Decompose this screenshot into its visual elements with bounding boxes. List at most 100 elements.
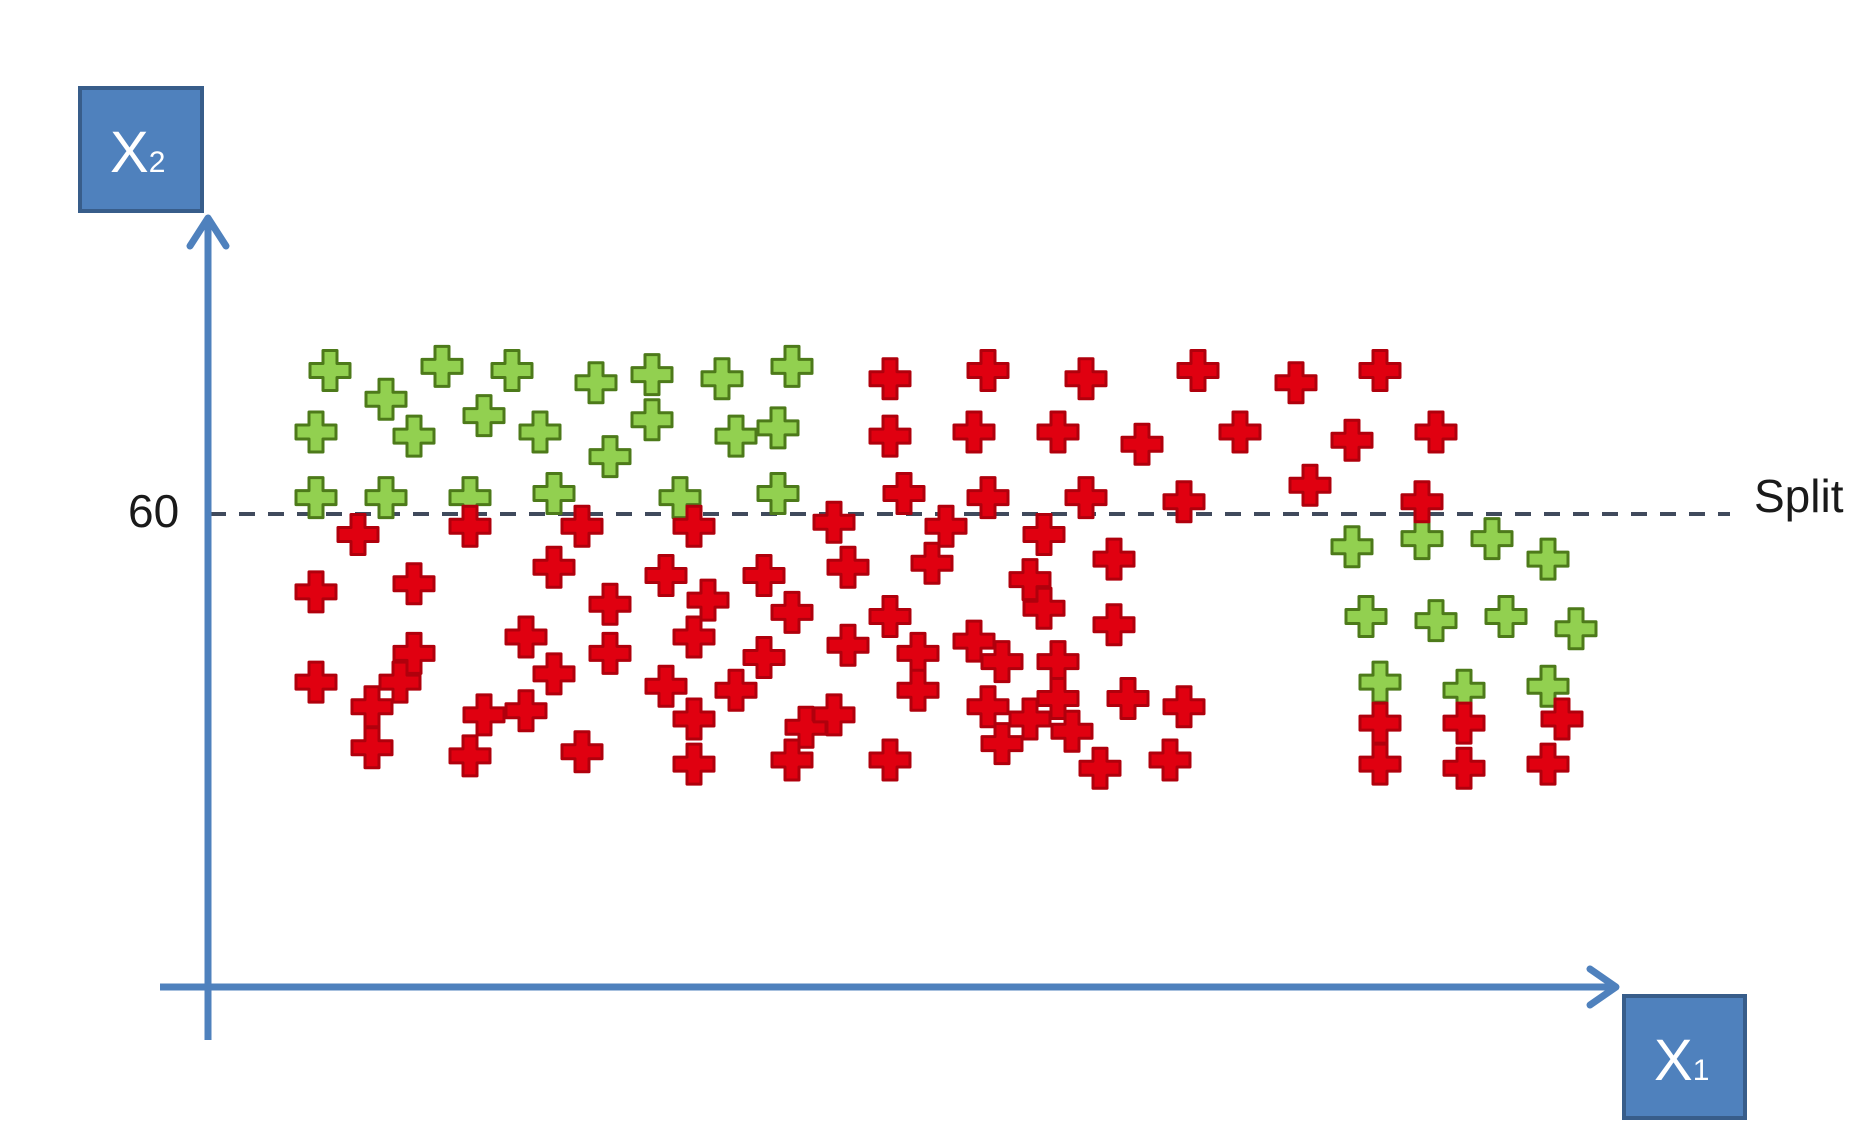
red-plus-marker [672,504,716,548]
red-plus-marker [714,668,758,712]
green-plus-marker [420,344,464,388]
green-plus-marker [490,349,534,392]
green-plus-marker [294,476,338,520]
red-plus-marker [560,730,604,774]
green-plus-marker [714,414,758,458]
red-plus-marker [1064,357,1108,401]
red-plus-marker [1288,463,1332,507]
red-plus-marker [644,554,688,597]
red-plus-marker [966,349,1010,392]
red-plus-marker [504,689,548,733]
red-plus-marker [462,693,506,737]
green-plus-marker [462,394,506,438]
red-plus-marker [336,513,380,556]
red-plus-marker [826,623,870,667]
green-plus-marker [294,410,338,454]
red-plus-marker [1120,422,1164,466]
red-plus-marker [966,476,1010,520]
red-plus-marker [1358,701,1402,745]
red-plus-marker [672,742,716,786]
red-plus-marker [1274,361,1318,405]
red-plus-marker [392,631,436,675]
red-plus-marker [742,636,786,679]
red-plus-marker [1540,697,1584,741]
red-plus-marker [448,504,492,548]
red-plus-marker [812,693,856,737]
red-plus-marker [686,578,730,622]
green-plus-marker [1358,660,1402,704]
green-plus-marker [1344,595,1388,638]
green-plus-marker [532,472,576,515]
green-plus-marker [700,357,744,401]
red-plus-marker [924,504,968,548]
split-label: Split [1754,470,1844,522]
red-plus-marker [1358,742,1402,786]
green-plus-marker [574,361,618,405]
red-plus-marker [532,652,576,696]
red-plus-marker [966,685,1010,729]
red-plus-marker [868,357,912,401]
red-plus-marker [1442,701,1486,745]
red-plus-marker [560,504,604,548]
red-plus-marker [1022,586,1066,630]
green-plus-marker [308,349,352,392]
red-plus-marker [1358,349,1402,392]
red-plus-marker [532,545,576,589]
red-plus-marker [504,615,548,659]
y-axis-label-box: X2 [78,86,204,213]
red-plus-marker [896,631,940,675]
red-plus-marker [1008,697,1052,741]
red-plus-marker [1106,677,1150,720]
red-plus-marker [294,660,338,704]
red-plus-marker [588,582,632,626]
red-plus-marker [742,554,786,597]
red-plus-marker [1442,746,1486,790]
green-plus-marker [1484,595,1528,638]
red-plus-marker [1050,709,1094,753]
green-plus-marker [1330,525,1374,569]
green-plus-marker [518,410,562,454]
green-plus-marker [1526,537,1570,581]
red-plus-marker [1414,410,1458,454]
red-plus-marker [868,595,912,638]
green-plus-marker [392,414,436,458]
red-plus-marker [1064,476,1108,520]
x-axis-label: X1 [1654,1028,1709,1093]
red-plus-marker [350,685,394,729]
green-plus-marker [756,472,800,515]
green-plus-marker [364,476,408,520]
red-plus-marker [826,545,870,589]
red-plus-marker [868,414,912,458]
green-plus-marker [630,398,674,442]
red-plus-marker [1330,418,1374,462]
red-plus-marker [588,631,632,675]
green-plus-marker [588,435,632,479]
x-axis-label-box: X1 [1622,994,1747,1120]
red-plus-marker [1036,640,1080,684]
green-plus-marker [1470,517,1514,561]
red-plus-marker [672,615,716,659]
red-plus-marker [350,726,394,770]
red-plus-marker [1526,742,1570,786]
red-plus-marker [1162,480,1206,524]
red-plus-marker [1176,349,1220,392]
green-plus-marker [1414,599,1458,643]
red-plus-marker [770,590,814,634]
red-points-group [294,349,1584,790]
green-points-group [294,344,1598,712]
red-plus-marker [1078,746,1122,790]
red-plus-marker [1092,537,1136,581]
red-plus-marker [644,664,688,708]
red-plus-marker [1092,603,1136,647]
split-value-label: 60 [128,485,179,537]
red-plus-marker [1400,480,1444,524]
green-plus-marker [1554,607,1598,651]
green-plus-marker [770,344,814,388]
red-plus-marker [448,734,492,778]
green-plus-marker [630,353,674,397]
red-plus-marker [1162,685,1206,729]
red-plus-marker [812,500,856,544]
red-plus-marker [770,738,814,782]
red-plus-marker [1218,410,1262,454]
